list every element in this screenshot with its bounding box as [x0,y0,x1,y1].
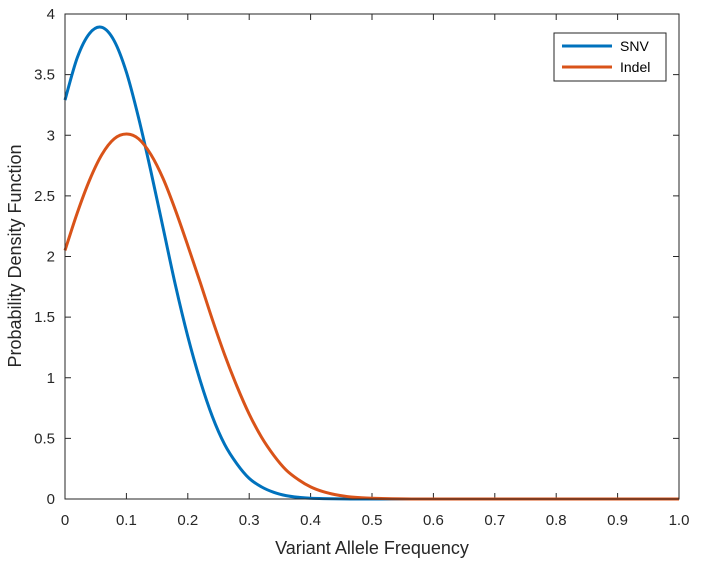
y-tick-label: 3 [47,127,55,144]
x-tick-label: 0.7 [484,512,505,529]
legend-label-indel: Indel [620,59,650,75]
x-tick-label: 1.0 [669,512,690,529]
x-tick-label: 0.3 [239,512,260,529]
series-line-indel [63,132,679,501]
plot-area-frame [64,13,680,500]
series-line-snv [63,25,679,501]
x-tick-label: 0.9 [607,512,628,529]
legend: SNV Indel [553,32,667,82]
x-tick-label: 0.6 [423,512,444,529]
y-tick-label: 2.5 [34,188,55,205]
y-tick-label: 1 [47,370,55,387]
y-tick-label: 0.5 [34,430,55,447]
x-tick-label: 0.2 [177,512,198,529]
y-tick-label: 2 [47,249,55,266]
x-tick-label: 0 [61,512,69,529]
legend-box [553,32,667,82]
x-tick-label: 0.5 [362,512,383,529]
x-tick-label: 0.8 [546,512,567,529]
y-axis-label: Probability Density Function [5,144,25,367]
series-layer [63,25,679,501]
y-tick-label: 0 [47,491,55,508]
x-tick-label: 0.4 [300,512,321,529]
y-tick-label: 3.5 [34,67,55,84]
y-tick-label: 1.5 [34,309,55,326]
y-tick-label: 4 [47,6,55,23]
ticks-layer: 0 0.1 0.2 0.3 0.4 0.5 0.6 0.7 0.8 0.9 1.0 0 0.5 1 1.5 2… [34,6,689,529]
x-axis-label: Variant Allele Frequency [275,538,469,558]
x-tick-label: 0.1 [116,512,137,529]
legend-label-snv: SNV [620,38,649,54]
